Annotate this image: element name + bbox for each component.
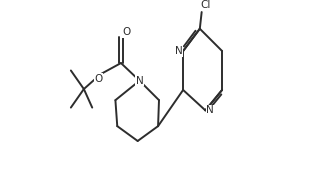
Text: O: O (122, 27, 131, 37)
Text: O: O (94, 74, 103, 84)
Text: Cl: Cl (200, 0, 211, 10)
Text: N: N (175, 46, 182, 56)
Text: N: N (136, 76, 143, 86)
Text: N: N (206, 105, 214, 115)
